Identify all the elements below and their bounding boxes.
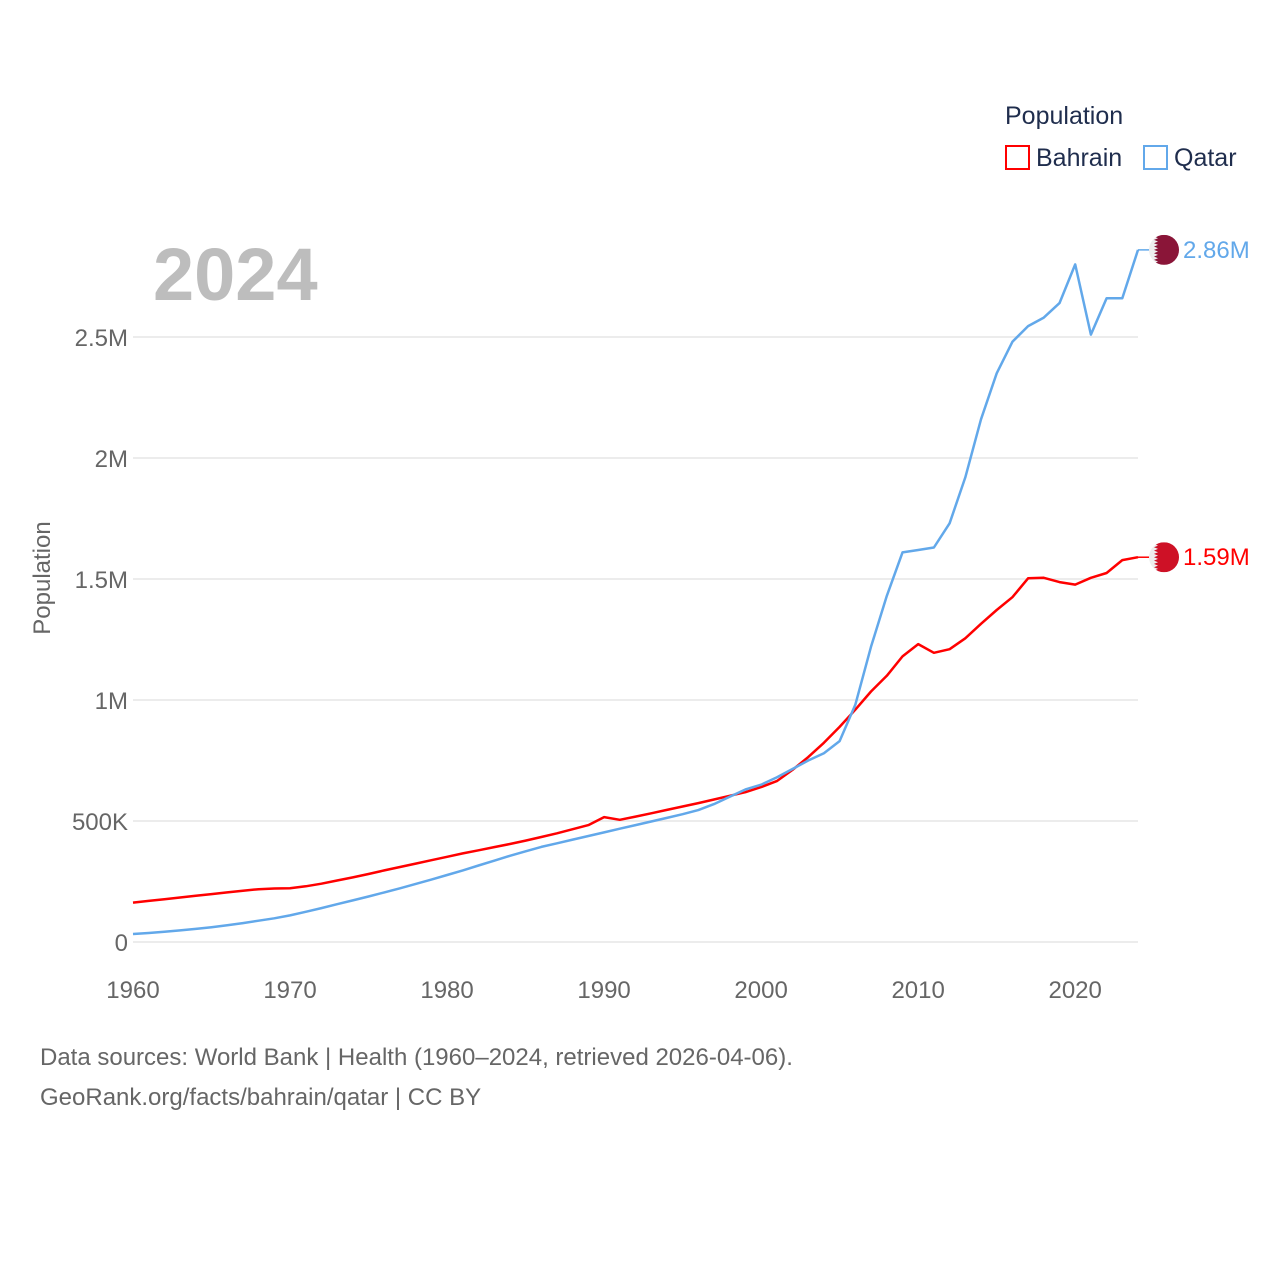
flag-icon-qatar <box>1149 234 1179 265</box>
legend-item-bahrain[interactable]: Bahrain <box>1005 144 1122 172</box>
end-value-label-qatar: 2.86M <box>1183 237 1250 264</box>
flag-icon-bahrain <box>1149 542 1179 573</box>
footer-source: Data sources: World Bank | Health (1960–… <box>40 1044 793 1071</box>
y-tick-label: 1.5M <box>75 567 128 594</box>
flag-color-field <box>1154 234 1179 265</box>
footer-credit: GeoRank.org/facts/bahrain/qatar | CC BY <box>40 1084 482 1111</box>
x-tick-label: 2000 <box>734 977 787 1004</box>
series-line-bahrain <box>132 555 1139 904</box>
legend-swatch-bahrain <box>1005 145 1030 170</box>
legend-item-qatar[interactable]: Qatar <box>1143 144 1237 172</box>
legend-label-bahrain: Bahrain <box>1036 144 1122 172</box>
legend-label-qatar: Qatar <box>1174 144 1237 172</box>
y-tick-label: 500K <box>72 809 128 836</box>
flag-body <box>1149 542 1179 573</box>
y-tick-label: 0 <box>115 930 128 957</box>
x-tick-label: 2020 <box>1048 977 1101 1004</box>
y-tick-label: 1M <box>95 688 128 715</box>
x-tick-label: 1980 <box>420 977 473 1004</box>
legend-swatch-qatar <box>1143 145 1168 170</box>
x-tick-label: 1970 <box>263 977 316 1004</box>
end-value-label-bahrain: 1.59M <box>1183 544 1250 571</box>
x-tick-label: 1960 <box>106 977 159 1004</box>
y-tick-label: 2.5M <box>75 325 128 352</box>
y-tick-label: 2M <box>95 446 128 473</box>
x-tick-label: 1990 <box>577 977 630 1004</box>
flag-body <box>1149 234 1179 265</box>
flag-color-field <box>1154 542 1179 573</box>
series-line-qatar <box>132 249 1140 936</box>
y-axis-label: Population <box>29 521 56 634</box>
legend-title: Population <box>1005 102 1123 130</box>
year-label: 2024 <box>153 233 318 316</box>
x-tick-label: 2010 <box>891 977 944 1004</box>
